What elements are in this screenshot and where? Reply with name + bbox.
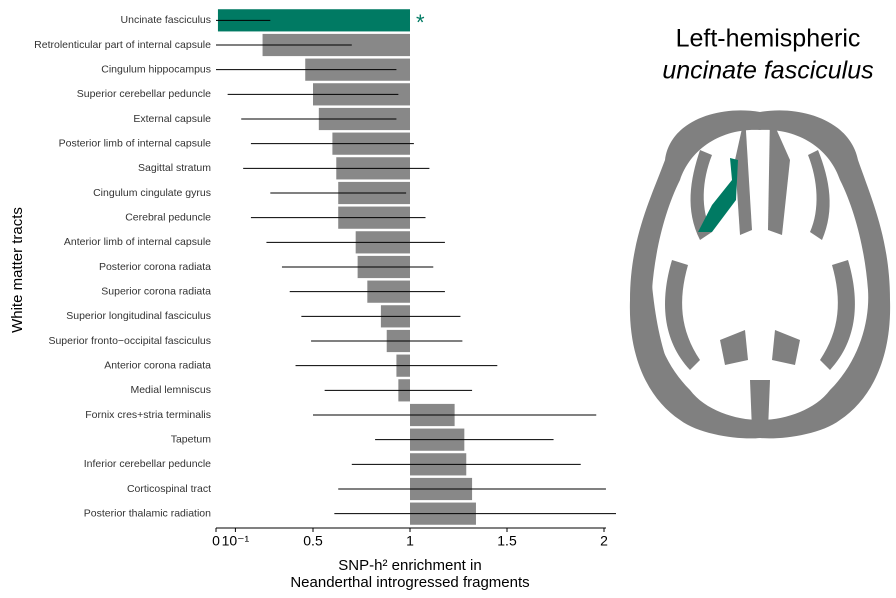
y-tick-label: Posterior corona radiata <box>99 261 211 273</box>
x-tick-label: 1 <box>406 533 414 549</box>
y-tick-label: Superior fronto−occipital fasciculus <box>48 335 211 347</box>
y-tick-label: External capsule <box>133 113 211 125</box>
y-tick-label: Corticospinal tract <box>127 483 211 495</box>
panel-title: uncinate fasciculus <box>662 57 873 85</box>
y-tick-label: Cingulum cingulate gyrus <box>93 187 211 199</box>
x-tick-label: 1.5 <box>497 533 517 549</box>
chart: White matter tracts SNP-h² enrichment in… <box>0 0 896 593</box>
plot-area <box>166 9 618 525</box>
y-tick-label: Sagittal stratum <box>138 162 211 174</box>
y-tick-label: Superior longitudinal fasciculus <box>66 310 211 322</box>
brain-illustration <box>630 110 890 438</box>
y-tick-label: Tapetum <box>171 433 212 445</box>
y-tick-label: Uncinate fasciculus <box>121 14 211 26</box>
x-tick-label: 0 <box>212 533 220 549</box>
x-tick-label: 2 <box>600 533 608 549</box>
y-tick-label: Cerebral peduncle <box>125 211 211 223</box>
y-tick-label: Inferior cerebellar peduncle <box>84 458 211 470</box>
y-tick-label: Posterior limb of internal capsule <box>59 137 211 149</box>
y-tick-label: Cingulum hippocampus <box>101 63 211 75</box>
y-tick-label: Anterior limb of internal capsule <box>64 236 211 248</box>
x-axis-label: Neanderthal introgressed fragments <box>290 574 529 591</box>
y-tick-label: Fornix cres+stria terminalis <box>85 409 211 421</box>
y-tick-label: Medial lemniscus <box>130 384 211 396</box>
panel-title: Left-hemispheric <box>676 25 861 53</box>
y-axis-label: White matter tracts <box>9 207 26 333</box>
y-tick-label: Posterior thalamic radiation <box>84 507 211 519</box>
x-axis-label: SNP-h² enrichment in <box>338 557 481 574</box>
annotation: * <box>416 10 425 35</box>
x-tick-label: 10⁻¹ <box>222 533 250 549</box>
y-tick-label: Superior corona radiata <box>101 285 211 297</box>
y-tick-label: Superior cerebellar peduncle <box>77 88 211 100</box>
x-tick-label: 0.5 <box>303 533 323 549</box>
y-tick-label: Retrolenticular part of internal capsule <box>34 39 211 51</box>
y-tick-label: Anterior corona radiata <box>104 359 211 371</box>
